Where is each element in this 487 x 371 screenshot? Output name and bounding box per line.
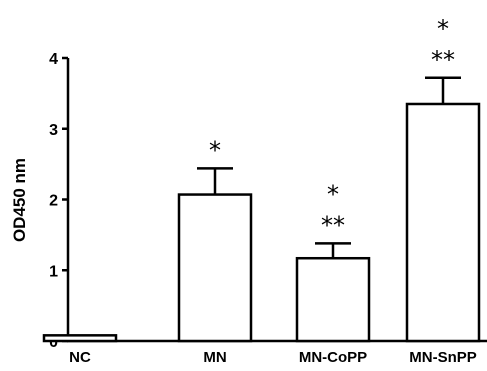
y-tick-label: 1 bbox=[49, 263, 58, 280]
category-label: MN bbox=[203, 349, 226, 366]
significance-mark: ** bbox=[431, 46, 455, 74]
y-tick-label: 4 bbox=[49, 51, 58, 68]
y-tick-label: 3 bbox=[49, 122, 58, 139]
y-tick-label: 0 bbox=[49, 334, 58, 351]
significance-annotations: ******* bbox=[209, 15, 455, 240]
bar-mn bbox=[177, 193, 253, 343]
category-label: MN-SnPP bbox=[409, 349, 477, 366]
significance-mark: ** bbox=[321, 211, 345, 239]
significance-mark: * bbox=[209, 136, 221, 164]
significance-mark: * bbox=[437, 15, 449, 43]
y-axis-title: OD450 nm bbox=[10, 158, 29, 242]
bar-nc bbox=[42, 334, 118, 343]
category-label: NC bbox=[69, 349, 91, 366]
category-label: MN-CoPP bbox=[299, 349, 367, 366]
bar-mn-snpp bbox=[405, 102, 481, 343]
y-tick-label: 2 bbox=[49, 193, 58, 210]
bar-mn-copp bbox=[295, 256, 371, 343]
significance-mark: * bbox=[327, 180, 339, 208]
bars: NC MN MN-CoPP MN-SnPP bbox=[42, 76, 481, 366]
